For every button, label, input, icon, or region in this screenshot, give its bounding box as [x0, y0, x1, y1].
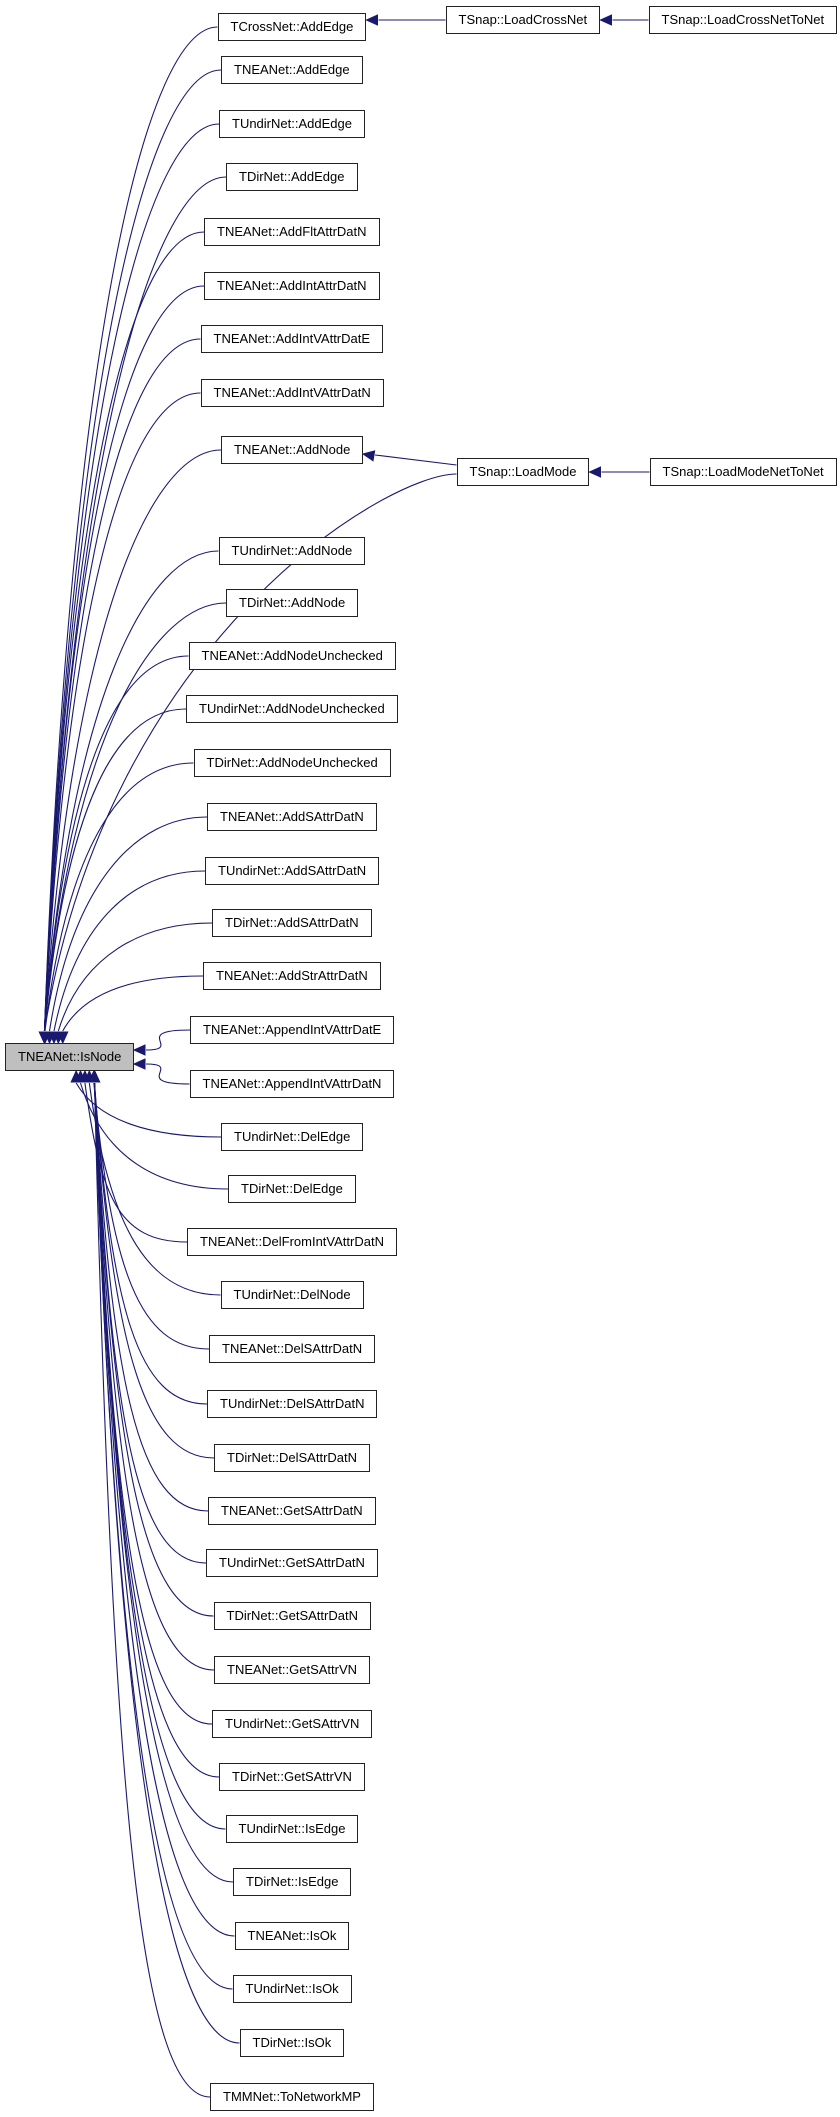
edge-caller-to-isnode: [43, 338, 201, 1032]
caller-node[interactable]: TNEANet::AddNodeUnchecked: [188, 642, 396, 670]
edge-caller-to-isnode: [93, 1082, 234, 1883]
arrowhead-icon: [361, 450, 376, 462]
focus-node-isnode[interactable]: TNEANet::IsNode: [5, 1043, 135, 1071]
edge-caller-to-isnode: [43, 26, 218, 1032]
caller-node[interactable]: TCrossNet::AddEdge: [217, 13, 367, 41]
arrowhead-icon: [132, 1044, 146, 1056]
caller-node[interactable]: TDirNet::AddEdge: [226, 163, 358, 191]
node-load-cross-net-to-net[interactable]: TSnap::LoadCrossNetToNet: [648, 6, 838, 34]
edge-caller-to-isnode: [93, 1082, 210, 1350]
caller-node[interactable]: TNEANet::GetSAttrVN: [214, 1656, 371, 1684]
edge-caller-to-isnode: [43, 550, 219, 1032]
caller-node[interactable]: TDirNet::IsOk: [239, 2029, 345, 2057]
edge-caller-to-isnode: [43, 655, 189, 1032]
caller-node[interactable]: TUndirNet::DelSAttrDatN: [207, 1390, 378, 1418]
caller-node[interactable]: TNEANet::DelSAttrDatN: [209, 1335, 376, 1363]
caller-node[interactable]: TNEANet::AddSAttrDatN: [207, 803, 377, 831]
edge-caller-to-isnode: [43, 231, 205, 1032]
caller-node[interactable]: TUndirNet::IsEdge: [225, 1815, 359, 1843]
caller-node[interactable]: TNEANet::AddNode: [221, 436, 364, 464]
edge-caller-to-isnode: [48, 816, 208, 1032]
node-load-mode[interactable]: TSnap::LoadMode: [456, 458, 590, 486]
caller-node[interactable]: TDirNet::IsEdge: [233, 1868, 352, 1896]
caller-node[interactable]: TUndirNet::DelNode: [220, 1281, 364, 1309]
caller-node[interactable]: TNEANet::AddIntVAttrDatE: [200, 325, 384, 353]
caller-node[interactable]: TDirNet::DelEdge: [228, 1175, 356, 1203]
caller-node[interactable]: TMMNet::ToNetworkMP: [210, 2083, 374, 2111]
edge-caller-to-isnode: [43, 176, 227, 1032]
arrowhead-icon: [88, 1069, 101, 1083]
caller-node[interactable]: TUndirNet::AddNodeUnchecked: [186, 695, 398, 723]
edge-caller-to-isnode: [93, 1082, 208, 1405]
edge-caller-to-isnode: [93, 1082, 235, 1937]
edge-caller-to-isnode: [44, 762, 194, 1032]
edge-caller-to-isnode: [57, 922, 213, 1032]
caller-node[interactable]: TUndirNet::AddSAttrDatN: [205, 857, 380, 885]
edge-caller-to-isnode: [93, 1082, 240, 2044]
caller-node[interactable]: TDirNet::DelSAttrDatN: [214, 1444, 371, 1472]
caller-node[interactable]: TNEANet::AddIntAttrDatN: [204, 272, 380, 300]
caller-node[interactable]: TUndirNet::DelEdge: [221, 1123, 364, 1151]
caller-node[interactable]: TDirNet::AddSAttrDatN: [212, 909, 372, 937]
arrowhead-icon: [38, 1031, 51, 1045]
caller-node[interactable]: TUndirNet::IsOk: [232, 1975, 352, 2003]
caller-node[interactable]: TNEANet::GetSAttrDatN: [208, 1497, 376, 1525]
caller-node[interactable]: TUndirNet::AddEdge: [219, 110, 365, 138]
arrowhead-icon: [588, 466, 601, 478]
arrowhead-icon: [56, 1031, 69, 1045]
edge-caller-to-isnode: [75, 1082, 222, 1138]
node-load-mode-net-to-net[interactable]: TSnap::LoadModeNetToNet: [649, 458, 837, 486]
edge-caller-to-isnode: [145, 1029, 191, 1051]
edge-caller-to-isnode: [53, 870, 206, 1032]
caller-node[interactable]: TUndirNet::GetSAttrVN: [212, 1710, 373, 1738]
caller-node[interactable]: TDirNet::GetSAttrVN: [219, 1763, 365, 1791]
caller-node[interactable]: TNEANet::IsOk: [234, 1922, 350, 1950]
edge-caller-to-isnode: [79, 1082, 229, 1190]
edge-caller-to-isnode: [43, 602, 227, 1032]
edge-caller-to-isnode: [62, 975, 204, 1032]
edge-caller-to-isnode: [43, 708, 187, 1032]
edge-caller-to-isnode: [93, 1082, 214, 1617]
caller-node[interactable]: TDirNet::GetSAttrDatN: [213, 1602, 371, 1630]
caller-node[interactable]: TUndirNet::GetSAttrDatN: [206, 1549, 378, 1577]
edge-loadmode-to-addnode: [374, 454, 457, 466]
caller-node[interactable]: TNEANet::AddStrAttrDatN: [203, 962, 381, 990]
caller-node[interactable]: TNEANet::DelFromIntVAttrDatN: [187, 1228, 397, 1256]
caller-node[interactable]: TDirNet::AddNode: [226, 589, 359, 617]
edge-caller-to-isnode: [84, 1082, 188, 1243]
caller-node[interactable]: TNEANet::AddFltAttrDatN: [204, 218, 380, 246]
node-load-cross-net[interactable]: TSnap::LoadCrossNet: [445, 6, 601, 34]
arrowhead-icon: [132, 1058, 146, 1070]
edge-caller-to-isnode: [93, 1082, 215, 1671]
edge-caller-to-isnode: [145, 1063, 190, 1085]
caller-node[interactable]: TNEANet::AddEdge: [221, 56, 363, 84]
edge-caller-to-isnode: [43, 449, 222, 1032]
arrowhead-icon: [365, 14, 378, 26]
arrowhead-icon: [599, 14, 612, 26]
edge-caller-to-isnode: [93, 1082, 211, 2098]
edge-caller-to-isnode: [43, 69, 222, 1032]
caller-node[interactable]: TNEANet::AppendIntVAttrDatN: [189, 1070, 395, 1098]
caller-node[interactable]: TNEANet::AppendIntVAttrDatE: [190, 1016, 395, 1044]
edge-caller-to-isnode: [43, 285, 205, 1032]
edge-caller-to-isnode: [43, 392, 201, 1032]
caller-node[interactable]: TDirNet::AddNodeUnchecked: [193, 749, 391, 777]
edge-caller-to-isnode: [43, 123, 220, 1032]
edge-caller-to-isnode: [93, 1082, 209, 1512]
caller-node[interactable]: TNEANet::AddIntVAttrDatN: [200, 379, 384, 407]
edge-caller-to-isnode: [93, 1082, 233, 1990]
caller-node[interactable]: TUndirNet::AddNode: [218, 537, 366, 565]
edge-caller-to-isnode: [93, 1082, 215, 1459]
